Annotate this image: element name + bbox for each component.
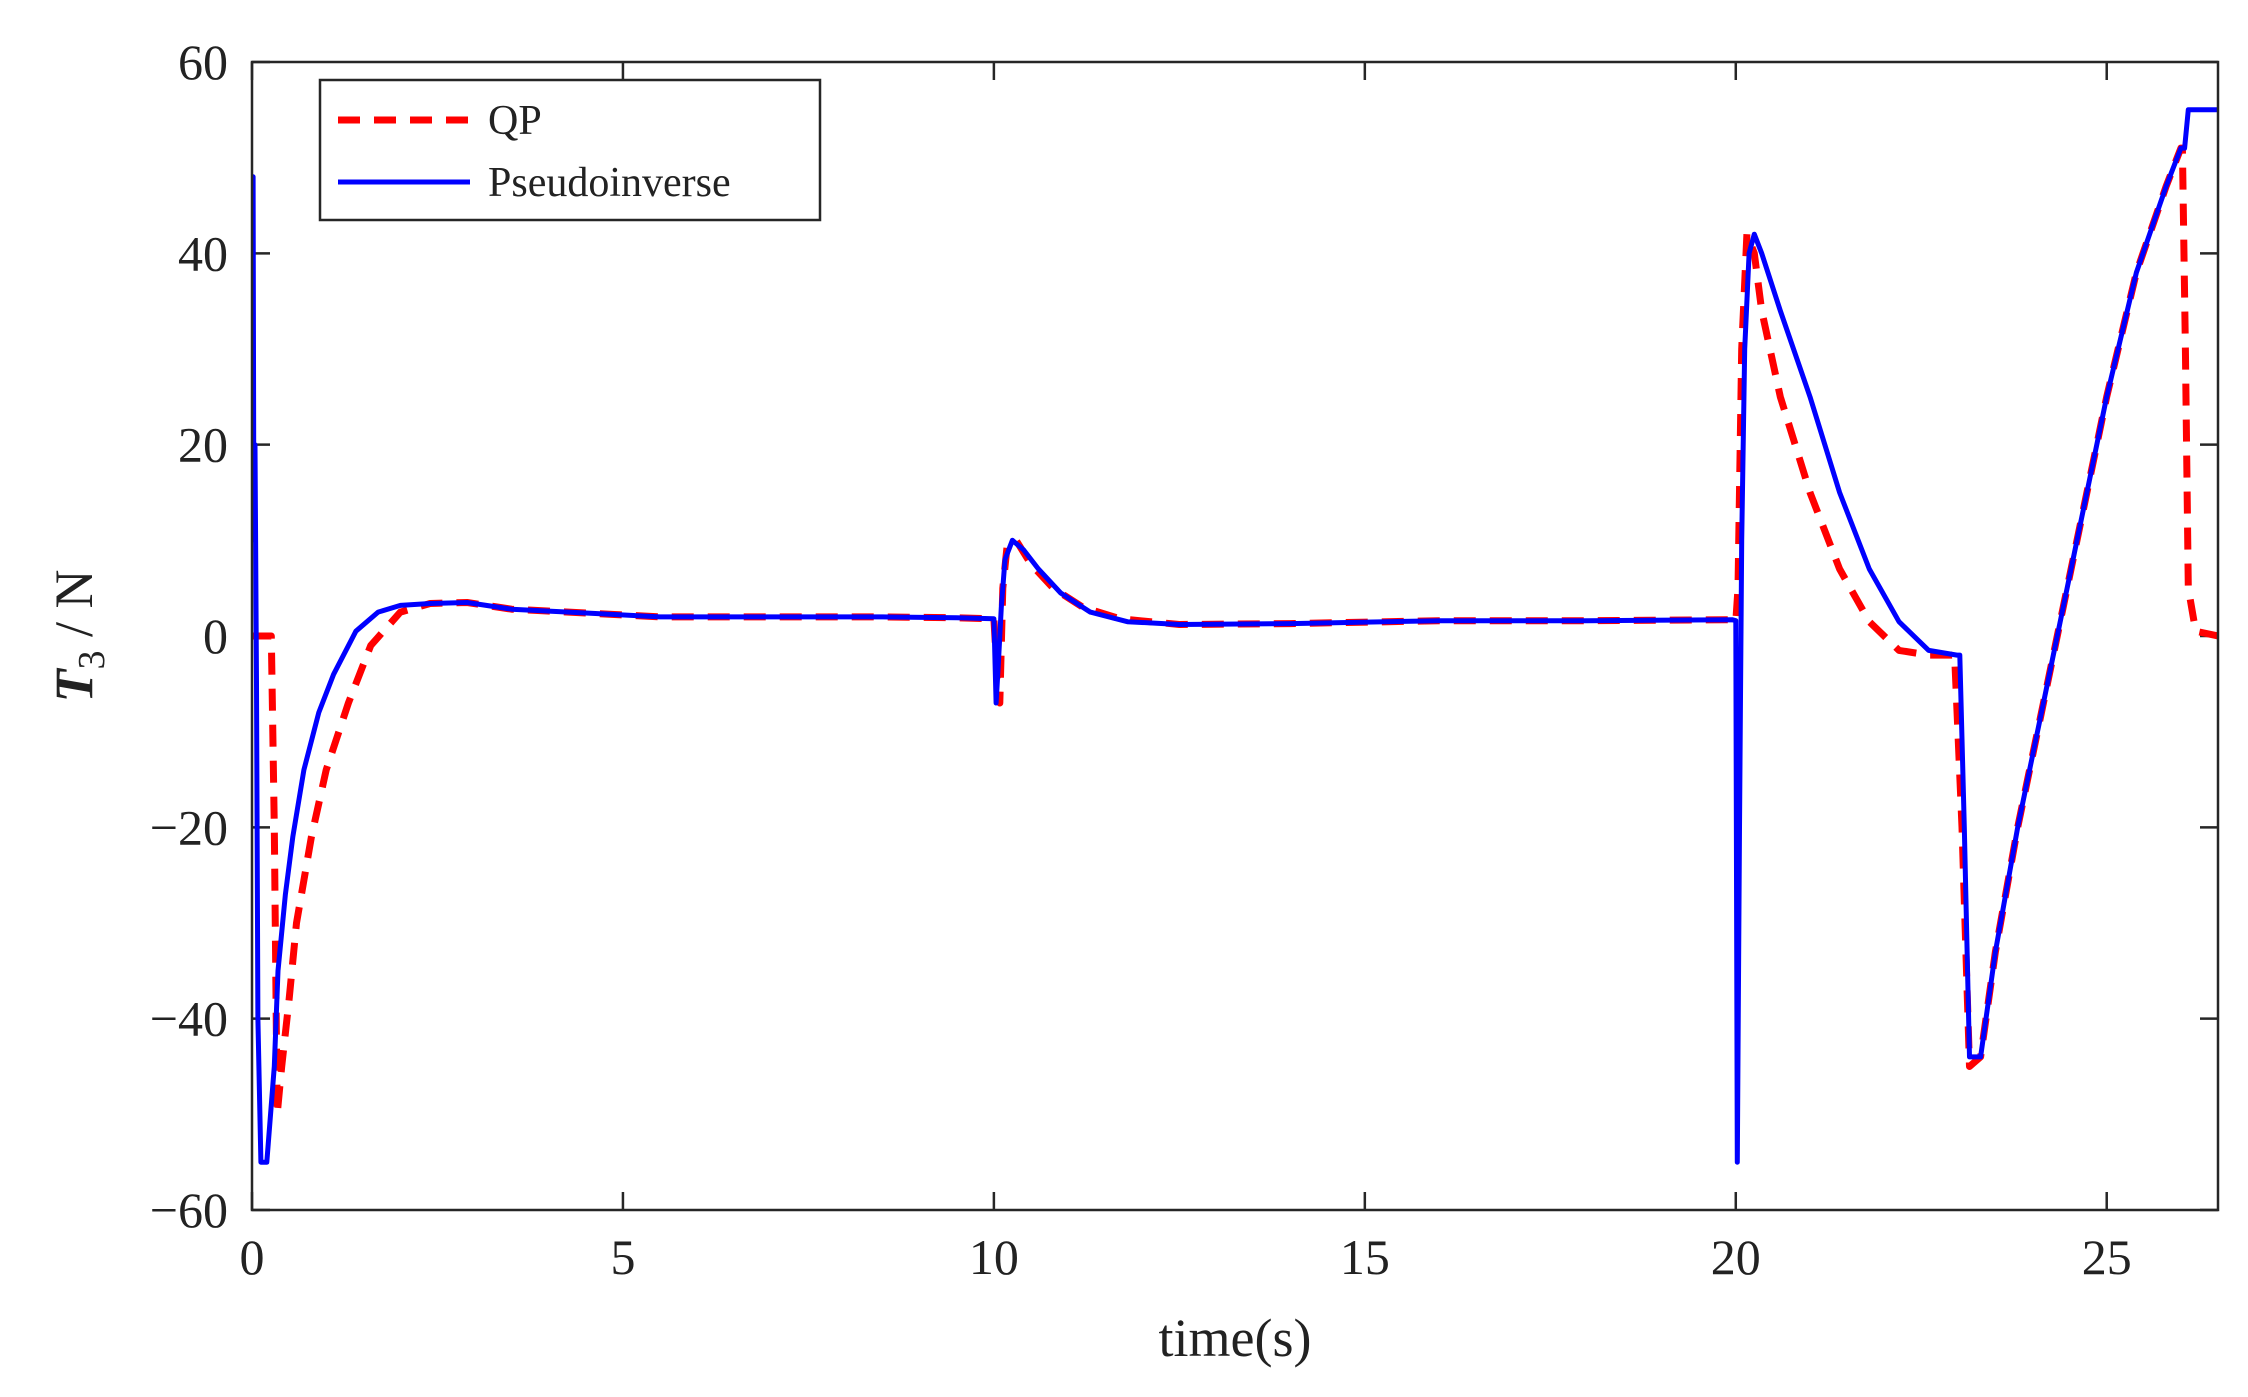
- x-tick-label: 25: [2082, 1229, 2132, 1285]
- y-tick-label: 20: [178, 417, 228, 473]
- y-axis-unit: / N: [44, 570, 104, 651]
- plot-area-frame: [250, 60, 2220, 1212]
- y-tick-label: −40: [150, 991, 228, 1047]
- x-axis-label: time(s): [1159, 1308, 1312, 1368]
- x-tick-label: 0: [240, 1229, 265, 1285]
- y-tick-label: −20: [150, 799, 228, 855]
- y-tick-label: 0: [203, 608, 228, 664]
- y-tick-label: −60: [150, 1182, 228, 1238]
- y-tick-label: 60: [178, 34, 228, 90]
- legend: QP Pseudoinverse: [318, 78, 822, 222]
- series-lines: [252, 107, 2218, 1165]
- axis-tick-labels: 0 5 10 15 20 25 −60 −40 −20 0 20 40 60: [150, 34, 2132, 1285]
- series-line-pseudoinverse: [252, 107, 2218, 1165]
- x-tick-label: 10: [969, 1229, 1019, 1285]
- y-axis-label: T3 / N: [44, 570, 113, 703]
- legend-frame: [318, 78, 822, 222]
- x-tick-label: 20: [1711, 1229, 1761, 1285]
- y-axis-subscript: 3: [71, 651, 113, 670]
- y-axis-symbol: T: [44, 668, 104, 703]
- x-tick-label: 15: [1340, 1229, 1390, 1285]
- legend-label-qp: QP: [488, 98, 542, 144]
- x-tick-label: 5: [610, 1229, 635, 1285]
- legend-label-pseudoinverse: Pseudoinverse: [488, 160, 731, 206]
- y-tick-label: 40: [178, 225, 228, 281]
